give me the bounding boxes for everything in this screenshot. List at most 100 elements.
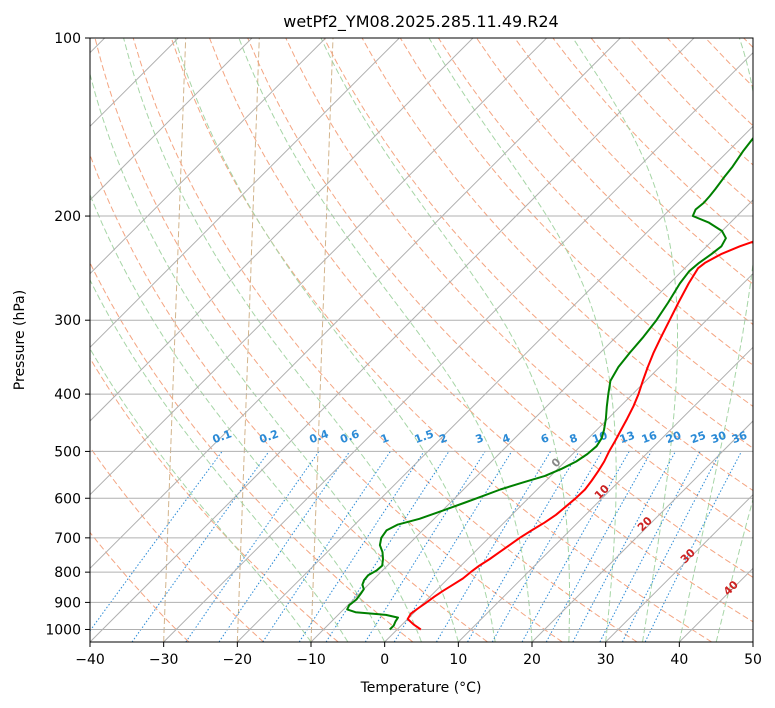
mixing-ratio-label: 2 — [438, 431, 450, 446]
temperature-profile — [406, 240, 753, 631]
mixing-ratio-line — [262, 451, 391, 642]
moist-adiabat — [238, 38, 533, 642]
dry-adiabat — [90, 531, 190, 642]
x-tick-label: 30 — [597, 652, 615, 668]
isotherm — [752, 641, 753, 642]
y-tick-label: 200 — [54, 209, 81, 225]
moist-adiabat — [572, 38, 678, 642]
moist-adiabat — [90, 347, 312, 642]
mixing-ratio-line — [325, 451, 450, 642]
moist-adiabat-label: 40 — [721, 578, 741, 598]
moist-adiabat-label: 10 — [592, 482, 612, 502]
dry-adiabat — [399, 38, 753, 408]
moist-adiabat-label: 30 — [678, 546, 698, 566]
dry-adiabat — [247, 38, 753, 578]
dry-adiabat — [209, 38, 753, 623]
mixing-ratio-label: 10 — [590, 429, 609, 447]
moist-adiabat — [678, 38, 753, 642]
x-tick-label: 40 — [670, 652, 688, 668]
moist-adiabat — [715, 497, 753, 642]
mixing-ratio-label: 3 — [474, 431, 486, 446]
mixing-ratio-line — [572, 451, 676, 642]
line-labels: -100-90-80-70-60-50-40-30-20-100.10.20.4… — [211, 58, 775, 598]
chart-title: wetPf2_YM08.2025.285.11.49.R24 — [283, 12, 558, 32]
dry-adiabat — [743, 38, 753, 49]
isotherm — [384, 272, 753, 642]
mixing-ratio-line — [90, 451, 223, 632]
x-tick-label: 0 — [380, 652, 389, 668]
dry-adiabat-label: -100 — [751, 58, 775, 87]
mixing-ratio-line — [621, 451, 722, 642]
mixing-ratio-label: 16 — [640, 429, 659, 447]
mixing-ratio-line — [521, 451, 630, 642]
mixing-ratio-line — [218, 451, 351, 642]
mixing-ratio-line — [364, 451, 486, 642]
x-tick-label: −10 — [296, 652, 326, 668]
y-tick-label: 300 — [54, 313, 81, 329]
mixing-ratio-label: 36 — [730, 429, 749, 447]
x-tick-label: −30 — [149, 652, 179, 668]
mixing-ratio-line — [435, 451, 552, 642]
x-tick-label: 20 — [523, 652, 541, 668]
moist-adiabat — [320, 38, 570, 642]
mixing-ratio-label: 0.4 — [308, 427, 331, 446]
dry-adiabat — [437, 38, 753, 366]
y-axis: 100 200 300 400 500 600 700 800 900 1000 — [45, 31, 90, 638]
mixing-ratio-label: 30 — [709, 429, 728, 447]
y-tick-label: 500 — [54, 444, 81, 460]
plot-frame — [89, 37, 754, 643]
mixing-ratio-label: 1.5 — [413, 427, 436, 446]
moist-adiabat-label: 20 — [635, 514, 655, 534]
dry-adiabat — [90, 446, 264, 642]
moist-adiabat — [123, 38, 459, 642]
isotherm — [457, 346, 753, 642]
y-tick-label: 700 — [54, 531, 81, 547]
isotherm — [605, 493, 753, 642]
y-tick-label: 1000 — [45, 622, 81, 638]
mixing-ratio-label: 6 — [539, 431, 551, 446]
x-tick-label: 10 — [449, 652, 467, 668]
isotherm — [163, 51, 753, 642]
moist-adiabat — [174, 38, 496, 642]
isotherm — [90, 38, 400, 349]
mixing-ratio-label: 0.1 — [211, 427, 234, 446]
y-axis-label: Pressure (hPa) — [12, 290, 28, 390]
x-tick-label: −20 — [223, 652, 253, 668]
dry-adiabat — [132, 38, 638, 642]
mixing-ratio-label: 8 — [568, 431, 580, 446]
profiles — [346, 136, 753, 631]
plot-area: -100-90-80-70-60-50-40-30-20-100.10.20.4… — [90, 38, 775, 642]
moist-adiabat — [90, 278, 349, 642]
y-tick-label: 100 — [54, 31, 81, 47]
isotherm — [531, 420, 753, 642]
dry-adiabat — [90, 357, 339, 642]
isotherm — [90, 38, 621, 570]
mixing-ratio-label: 13 — [618, 429, 637, 446]
dry-adiabat — [90, 261, 414, 642]
dry-adiabat — [705, 38, 753, 88]
mixing-ratio-label: 4 — [500, 431, 512, 446]
dewpoint-profile — [346, 136, 753, 631]
mixing-ratio-line — [644, 451, 742, 642]
mixing-ratio-line — [467, 451, 580, 642]
theta-e-line — [163, 38, 187, 642]
mixing-ratio-label: 20 — [664, 429, 683, 447]
x-axis-label: Temperature (°C) — [360, 680, 482, 696]
isotherm — [90, 38, 695, 642]
mixing-ratio-label: 0.2 — [258, 427, 281, 446]
dry-adiabat — [514, 38, 753, 285]
y-tick-label: 800 — [54, 565, 81, 581]
isotherm — [236, 125, 753, 642]
moist-adiabat — [428, 38, 617, 642]
theta-e-line — [310, 38, 334, 642]
isotherm — [90, 38, 474, 422]
dry-adiabat — [170, 38, 712, 642]
x-axis: −40 −30 −20 −10 0 10 20 30 40 50 — [75, 642, 762, 668]
moist-adiabat — [90, 72, 422, 642]
isotherm — [90, 38, 548, 496]
y-tick-label: 600 — [54, 491, 81, 507]
y-tick-label: 900 — [54, 595, 81, 611]
x-tick-label: −40 — [75, 652, 105, 668]
moist-adiabat — [90, 193, 386, 642]
